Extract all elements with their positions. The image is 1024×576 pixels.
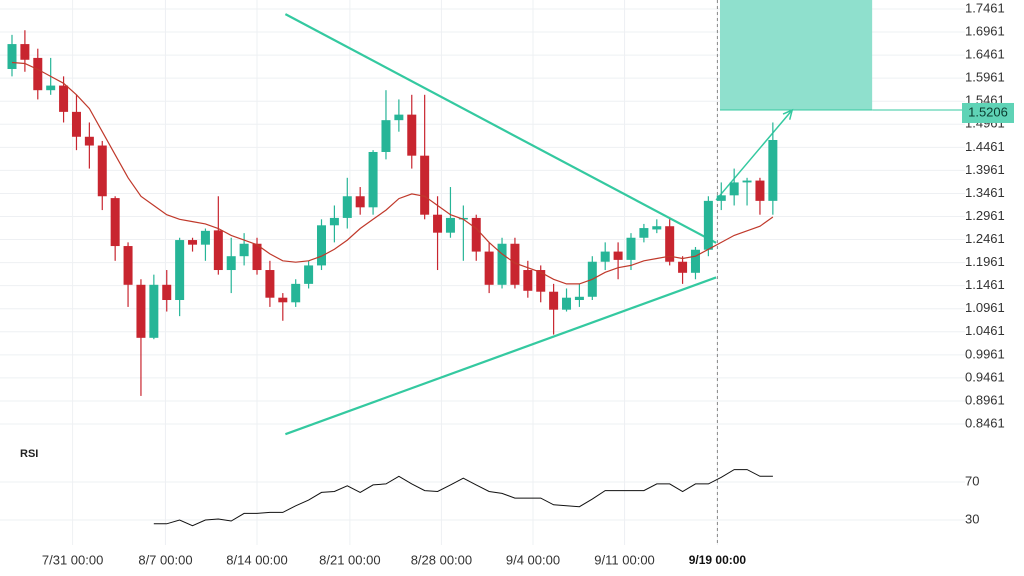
candle-body (510, 243, 520, 285)
y-tick-label: 1.7461 (965, 0, 1005, 15)
x-tick-label: 9/19 00:00 (689, 553, 747, 567)
candle-body (188, 240, 198, 245)
y-tick-label: 0.8461 (965, 415, 1005, 430)
candle-body (291, 283, 301, 303)
candle-body (768, 139, 778, 201)
candle-body (239, 243, 249, 257)
candle-body (523, 270, 533, 291)
rsi-label: RSI (20, 448, 38, 460)
candle-body (574, 296, 584, 301)
candle-body (665, 226, 675, 262)
candle-body (97, 145, 107, 197)
candle-body (278, 297, 288, 303)
candle-body (7, 44, 17, 69)
candle-body (110, 198, 120, 247)
candle-body (200, 230, 210, 245)
candle-body (536, 270, 546, 292)
y-tick-label: 1.6461 (965, 47, 1005, 62)
candle-body (316, 225, 326, 266)
candle-body (484, 251, 494, 285)
candle-body (652, 226, 662, 230)
rsi-tick-label: 30 (965, 511, 979, 526)
candle-body (639, 228, 649, 238)
y-tick-label: 0.9461 (965, 369, 1005, 384)
y-tick-label: 1.6961 (965, 23, 1005, 38)
candle-body (755, 180, 765, 201)
candle-body (252, 243, 262, 271)
candle-body (549, 291, 559, 310)
candle-body (46, 85, 56, 91)
candle-body (678, 261, 688, 273)
candle-body (613, 251, 623, 260)
candle-body (562, 297, 572, 310)
candle-body (71, 111, 81, 137)
y-tick-label: 1.1961 (965, 254, 1005, 269)
candle-body (368, 151, 378, 208)
trend-line (284, 13, 717, 244)
candle-body (59, 85, 69, 112)
price-label-bg (962, 102, 1014, 123)
price-label: 1.5206 (968, 104, 1008, 119)
y-tick-label: 1.2961 (965, 208, 1005, 223)
rsi-line (153, 469, 773, 527)
y-tick-label: 1.3461 (965, 185, 1005, 200)
candle-body (355, 196, 365, 208)
candle-body (213, 230, 223, 271)
candle-body (600, 251, 610, 262)
candle-body (407, 114, 417, 156)
candle-body (136, 284, 146, 338)
candle-body (304, 265, 314, 284)
y-tick-label: 0.8961 (965, 392, 1005, 407)
candle-body (690, 249, 700, 273)
candle-body (716, 195, 726, 201)
y-tick-label: 1.5961 (965, 70, 1005, 85)
candle-body (703, 200, 713, 250)
candle-body (729, 182, 739, 196)
moving-average (11, 61, 774, 285)
x-tick-label: 8/21 00:00 (319, 552, 380, 567)
rsi-tick-label: 70 (965, 473, 979, 488)
target-box (719, 0, 873, 111)
y-tick-label: 1.2461 (965, 231, 1005, 246)
candle-body (175, 240, 185, 301)
x-tick-label: 8/7 00:00 (138, 552, 192, 567)
candle-body (329, 217, 339, 226)
x-tick-label: 9/11 00:00 (594, 552, 654, 567)
candle-body (226, 256, 236, 271)
y-tick-label: 1.3961 (965, 162, 1005, 177)
candle-body (433, 214, 443, 233)
candle-body (742, 180, 752, 183)
candle-body (265, 270, 275, 298)
candle-body (497, 243, 507, 285)
candle-body (381, 120, 391, 152)
y-tick-label: 1.0461 (965, 323, 1005, 338)
x-tick-label: 8/28 00:00 (411, 552, 472, 567)
y-tick-label: 0.9961 (965, 346, 1005, 361)
arrow (715, 109, 793, 201)
candle-body (149, 284, 159, 338)
candle-body (420, 155, 430, 215)
candle-body (342, 196, 352, 218)
y-tick-label: 1.4461 (965, 139, 1005, 154)
x-tick-label: 9/4 00:00 (506, 552, 560, 567)
trend-line (285, 276, 717, 436)
y-tick-label: 1.1461 (965, 277, 1005, 292)
arrow-head (782, 108, 794, 120)
candle-body (458, 217, 468, 220)
x-tick-label: 7/31 00:00 (42, 552, 103, 567)
y-tick-label: 1.0961 (965, 300, 1005, 315)
candle-body (445, 217, 455, 233)
candle-body (626, 237, 636, 260)
candle-body (33, 57, 43, 91)
candle-body (84, 136, 94, 146)
candle-body (123, 246, 133, 285)
candle-body (162, 284, 172, 301)
candle-body (20, 44, 30, 60)
x-tick-label: 8/14 00:00 (226, 552, 287, 567)
candle-body (471, 217, 481, 252)
candle-body (394, 114, 404, 121)
